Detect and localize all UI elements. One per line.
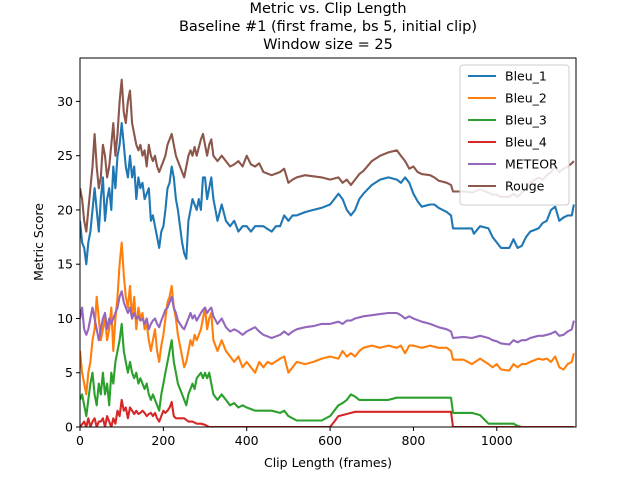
title-line: Baseline #1 (first frame, bs 5, initial …: [179, 19, 477, 35]
x-tick-label: 800: [402, 433, 426, 448]
x-tick-label: 400: [235, 433, 259, 448]
y-tick-label: 10: [57, 311, 73, 326]
series-line-bleu-3: [80, 322, 574, 427]
series-line-bleu-2: [80, 241, 575, 396]
x-tick-label: 600: [318, 433, 342, 448]
x-axis: 0 200 400 600 800 1000: [76, 427, 513, 448]
legend-label: Rouge: [505, 179, 545, 194]
series-line-meteor: [80, 290, 575, 346]
series-line-bleu-1: [80, 122, 575, 266]
title-line: Metric vs. Clip Length: [249, 1, 406, 17]
axes-frame: [79, 57, 577, 428]
title-line: Window size = 25: [263, 37, 393, 53]
y-tick-label: 30: [57, 94, 73, 109]
y-tick-label: 15: [57, 257, 73, 272]
legend-box: [459, 64, 570, 206]
x-tick-label: 0: [76, 433, 84, 448]
legend: Bleu_1 Bleu_2 Bleu_3 Bleu_4 METEOR Rouge: [459, 64, 570, 206]
legend-label: METEOR: [505, 157, 558, 172]
y-tick-label: 0: [65, 420, 73, 435]
x-tick-label: 200: [151, 433, 175, 448]
y-axis-label: Metric Score: [31, 203, 46, 281]
y-tick-label: 25: [57, 148, 73, 163]
plot-area: [80, 78, 575, 427]
y-tick-label: 5: [65, 365, 73, 380]
series-line-bleu-4: [80, 398, 574, 427]
legend-label: Bleu_1: [505, 69, 547, 84]
chart-title: Metric vs. Clip Length Baseline #1 (firs…: [179, 1, 477, 53]
legend-label: Bleu_3: [505, 113, 547, 128]
y-axis: 0 5 10 15 20 25 30: [57, 94, 80, 435]
legend-label: Bleu_2: [505, 91, 547, 106]
legend-label: Bleu_4: [505, 135, 547, 150]
x-axis-label: Clip Length (frames): [264, 455, 392, 470]
x-tick-label: 1000: [481, 433, 513, 448]
y-tick-label: 20: [57, 202, 73, 217]
